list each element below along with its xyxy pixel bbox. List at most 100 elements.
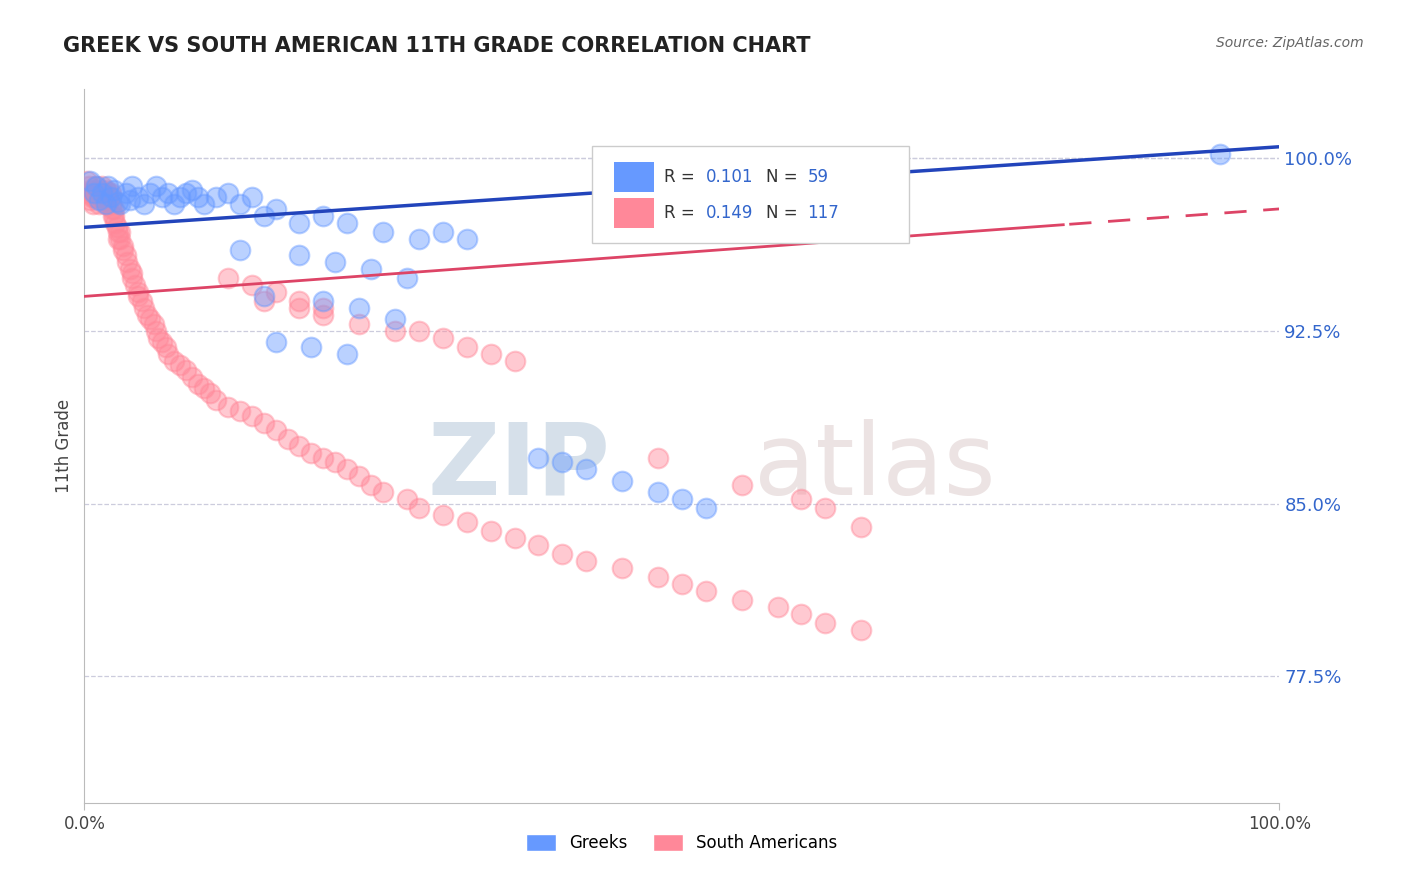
Point — [187, 376, 209, 391]
Point — [312, 450, 335, 465]
Text: atlas: atlas — [754, 419, 995, 516]
Point — [527, 450, 550, 465]
Point — [87, 186, 110, 200]
Point — [264, 202, 287, 216]
Point — [349, 469, 371, 483]
Point — [671, 491, 693, 506]
Point — [110, 225, 132, 239]
Point — [121, 178, 143, 193]
Point — [86, 178, 108, 193]
Point — [408, 324, 430, 338]
Point — [349, 317, 371, 331]
Point — [432, 508, 454, 522]
Point — [336, 216, 359, 230]
Point — [94, 184, 117, 198]
Point — [312, 293, 335, 308]
Point — [695, 584, 717, 599]
Point — [229, 404, 252, 418]
Point — [193, 381, 215, 395]
Text: R =: R = — [664, 168, 700, 186]
Point — [107, 225, 129, 239]
Point — [84, 184, 107, 198]
Point — [373, 225, 395, 239]
Point — [150, 335, 173, 350]
Point — [169, 359, 191, 373]
Point — [148, 331, 170, 345]
Point — [87, 197, 110, 211]
Text: 0.149: 0.149 — [706, 203, 754, 221]
Point — [301, 340, 323, 354]
Point — [94, 190, 117, 204]
Text: N =: N = — [766, 203, 803, 221]
Point — [240, 409, 263, 423]
Point — [105, 220, 128, 235]
Point — [181, 370, 204, 384]
Point — [97, 186, 120, 200]
Point — [229, 197, 252, 211]
Text: 0.101: 0.101 — [706, 168, 754, 186]
Y-axis label: 11th Grade: 11th Grade — [55, 399, 73, 493]
Point — [240, 190, 263, 204]
Point — [253, 416, 276, 430]
Point — [110, 232, 132, 246]
Point — [612, 561, 634, 575]
Point — [336, 347, 359, 361]
Point — [100, 197, 122, 211]
Point — [132, 301, 156, 315]
Point — [115, 248, 138, 262]
Point — [217, 186, 239, 200]
Point — [100, 186, 122, 200]
Point — [121, 271, 143, 285]
Point — [575, 462, 598, 476]
Point — [264, 423, 287, 437]
Text: ZIP: ZIP — [427, 419, 610, 516]
FancyBboxPatch shape — [614, 162, 654, 192]
Point — [163, 197, 186, 211]
Point — [118, 193, 141, 207]
Point — [107, 232, 129, 246]
Point — [277, 432, 299, 446]
Point — [82, 186, 104, 200]
Legend: Greeks, South Americans: Greeks, South Americans — [520, 827, 844, 859]
Point — [103, 202, 125, 216]
Point — [157, 186, 180, 200]
Point — [408, 232, 430, 246]
Point — [851, 623, 873, 637]
Point — [253, 289, 276, 303]
Point — [86, 178, 108, 193]
Point — [503, 354, 526, 368]
Point — [384, 312, 406, 326]
Point — [80, 190, 103, 204]
Point — [91, 178, 114, 193]
Point — [790, 491, 813, 506]
Point — [325, 255, 347, 269]
Point — [103, 209, 125, 223]
Point — [205, 190, 228, 204]
Point — [174, 186, 197, 200]
FancyBboxPatch shape — [614, 198, 654, 227]
Text: GREEK VS SOUTH AMERICAN 11TH GRADE CORRELATION CHART: GREEK VS SOUTH AMERICAN 11TH GRADE CORRE… — [63, 36, 811, 55]
Point — [94, 197, 117, 211]
Point — [288, 248, 311, 262]
Point — [77, 178, 100, 193]
Point — [814, 501, 837, 516]
Point — [264, 335, 287, 350]
Point — [157, 347, 180, 361]
Point — [312, 301, 335, 315]
Point — [1209, 146, 1232, 161]
Point — [198, 386, 221, 401]
Point — [163, 354, 186, 368]
Point — [731, 478, 754, 492]
Point — [107, 194, 129, 209]
Point — [142, 317, 165, 331]
Point — [432, 225, 454, 239]
Point — [79, 184, 101, 198]
Point — [253, 293, 276, 308]
Point — [240, 277, 263, 292]
Point — [408, 501, 430, 516]
Point — [139, 312, 162, 326]
Point — [131, 293, 153, 308]
Point — [117, 255, 139, 269]
Point — [612, 474, 634, 488]
Point — [360, 261, 382, 276]
